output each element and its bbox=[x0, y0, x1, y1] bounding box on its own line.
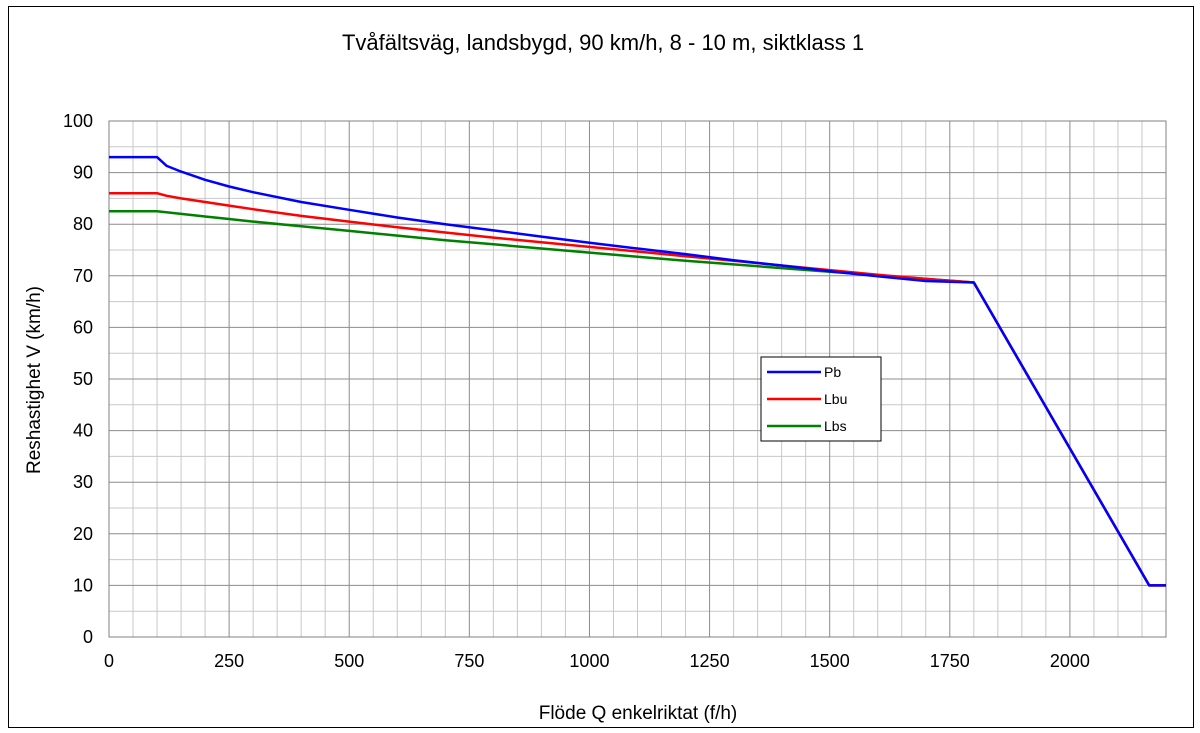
y-tick-label: 90 bbox=[73, 163, 93, 183]
y-tick-label: 50 bbox=[73, 369, 93, 389]
x-tick-label: 500 bbox=[334, 651, 364, 671]
y-tick-label: 80 bbox=[73, 214, 93, 234]
series-lines bbox=[109, 155, 1166, 587]
y-axis-label: Reshastighet V (km/h) bbox=[24, 286, 45, 474]
legend-label-pb: Pb bbox=[824, 364, 841, 380]
y-tick-label: 40 bbox=[73, 421, 93, 441]
y-tick-label: 70 bbox=[73, 266, 93, 286]
y-tick-label: 60 bbox=[73, 317, 93, 337]
series-line-lbu bbox=[109, 191, 1166, 587]
plot-area bbox=[108, 120, 1167, 638]
x-tick-label: 750 bbox=[454, 651, 484, 671]
legend: Pb Lbu Lbs bbox=[760, 356, 882, 442]
x-tick-label: 1000 bbox=[569, 651, 609, 671]
x-tick-label: 0 bbox=[104, 651, 114, 671]
y-tick-label: 0 bbox=[83, 627, 93, 647]
y-tick-label: 100 bbox=[63, 111, 93, 131]
x-tick-label: 1250 bbox=[690, 651, 730, 671]
x-axis-ticks: 0 250 500 750 1000 1250 1500 1750 2000 bbox=[104, 651, 1090, 671]
x-tick-label: 250 bbox=[214, 651, 244, 671]
legend-label-lbs: Lbs bbox=[824, 418, 847, 434]
series-line-pb bbox=[109, 155, 1166, 587]
x-tick-label: 1750 bbox=[930, 651, 970, 671]
y-axis-ticks: 0 10 20 30 40 50 60 70 80 90 100 bbox=[63, 111, 93, 647]
chart-title: Tvåfältsväg, landsbygd, 90 km/h, 8 - 10 … bbox=[342, 30, 864, 55]
y-tick-label: 20 bbox=[73, 524, 93, 544]
x-axis-label: Flöde Q enkelriktat (f/h) bbox=[539, 703, 738, 724]
y-tick-label: 10 bbox=[73, 575, 93, 595]
x-tick-label: 1500 bbox=[810, 651, 850, 671]
y-tick-label: 30 bbox=[73, 472, 93, 492]
chart-frame bbox=[8, 6, 1194, 728]
x-tick-label: 2000 bbox=[1050, 651, 1090, 671]
legend-label-lbu: Lbu bbox=[824, 391, 847, 407]
